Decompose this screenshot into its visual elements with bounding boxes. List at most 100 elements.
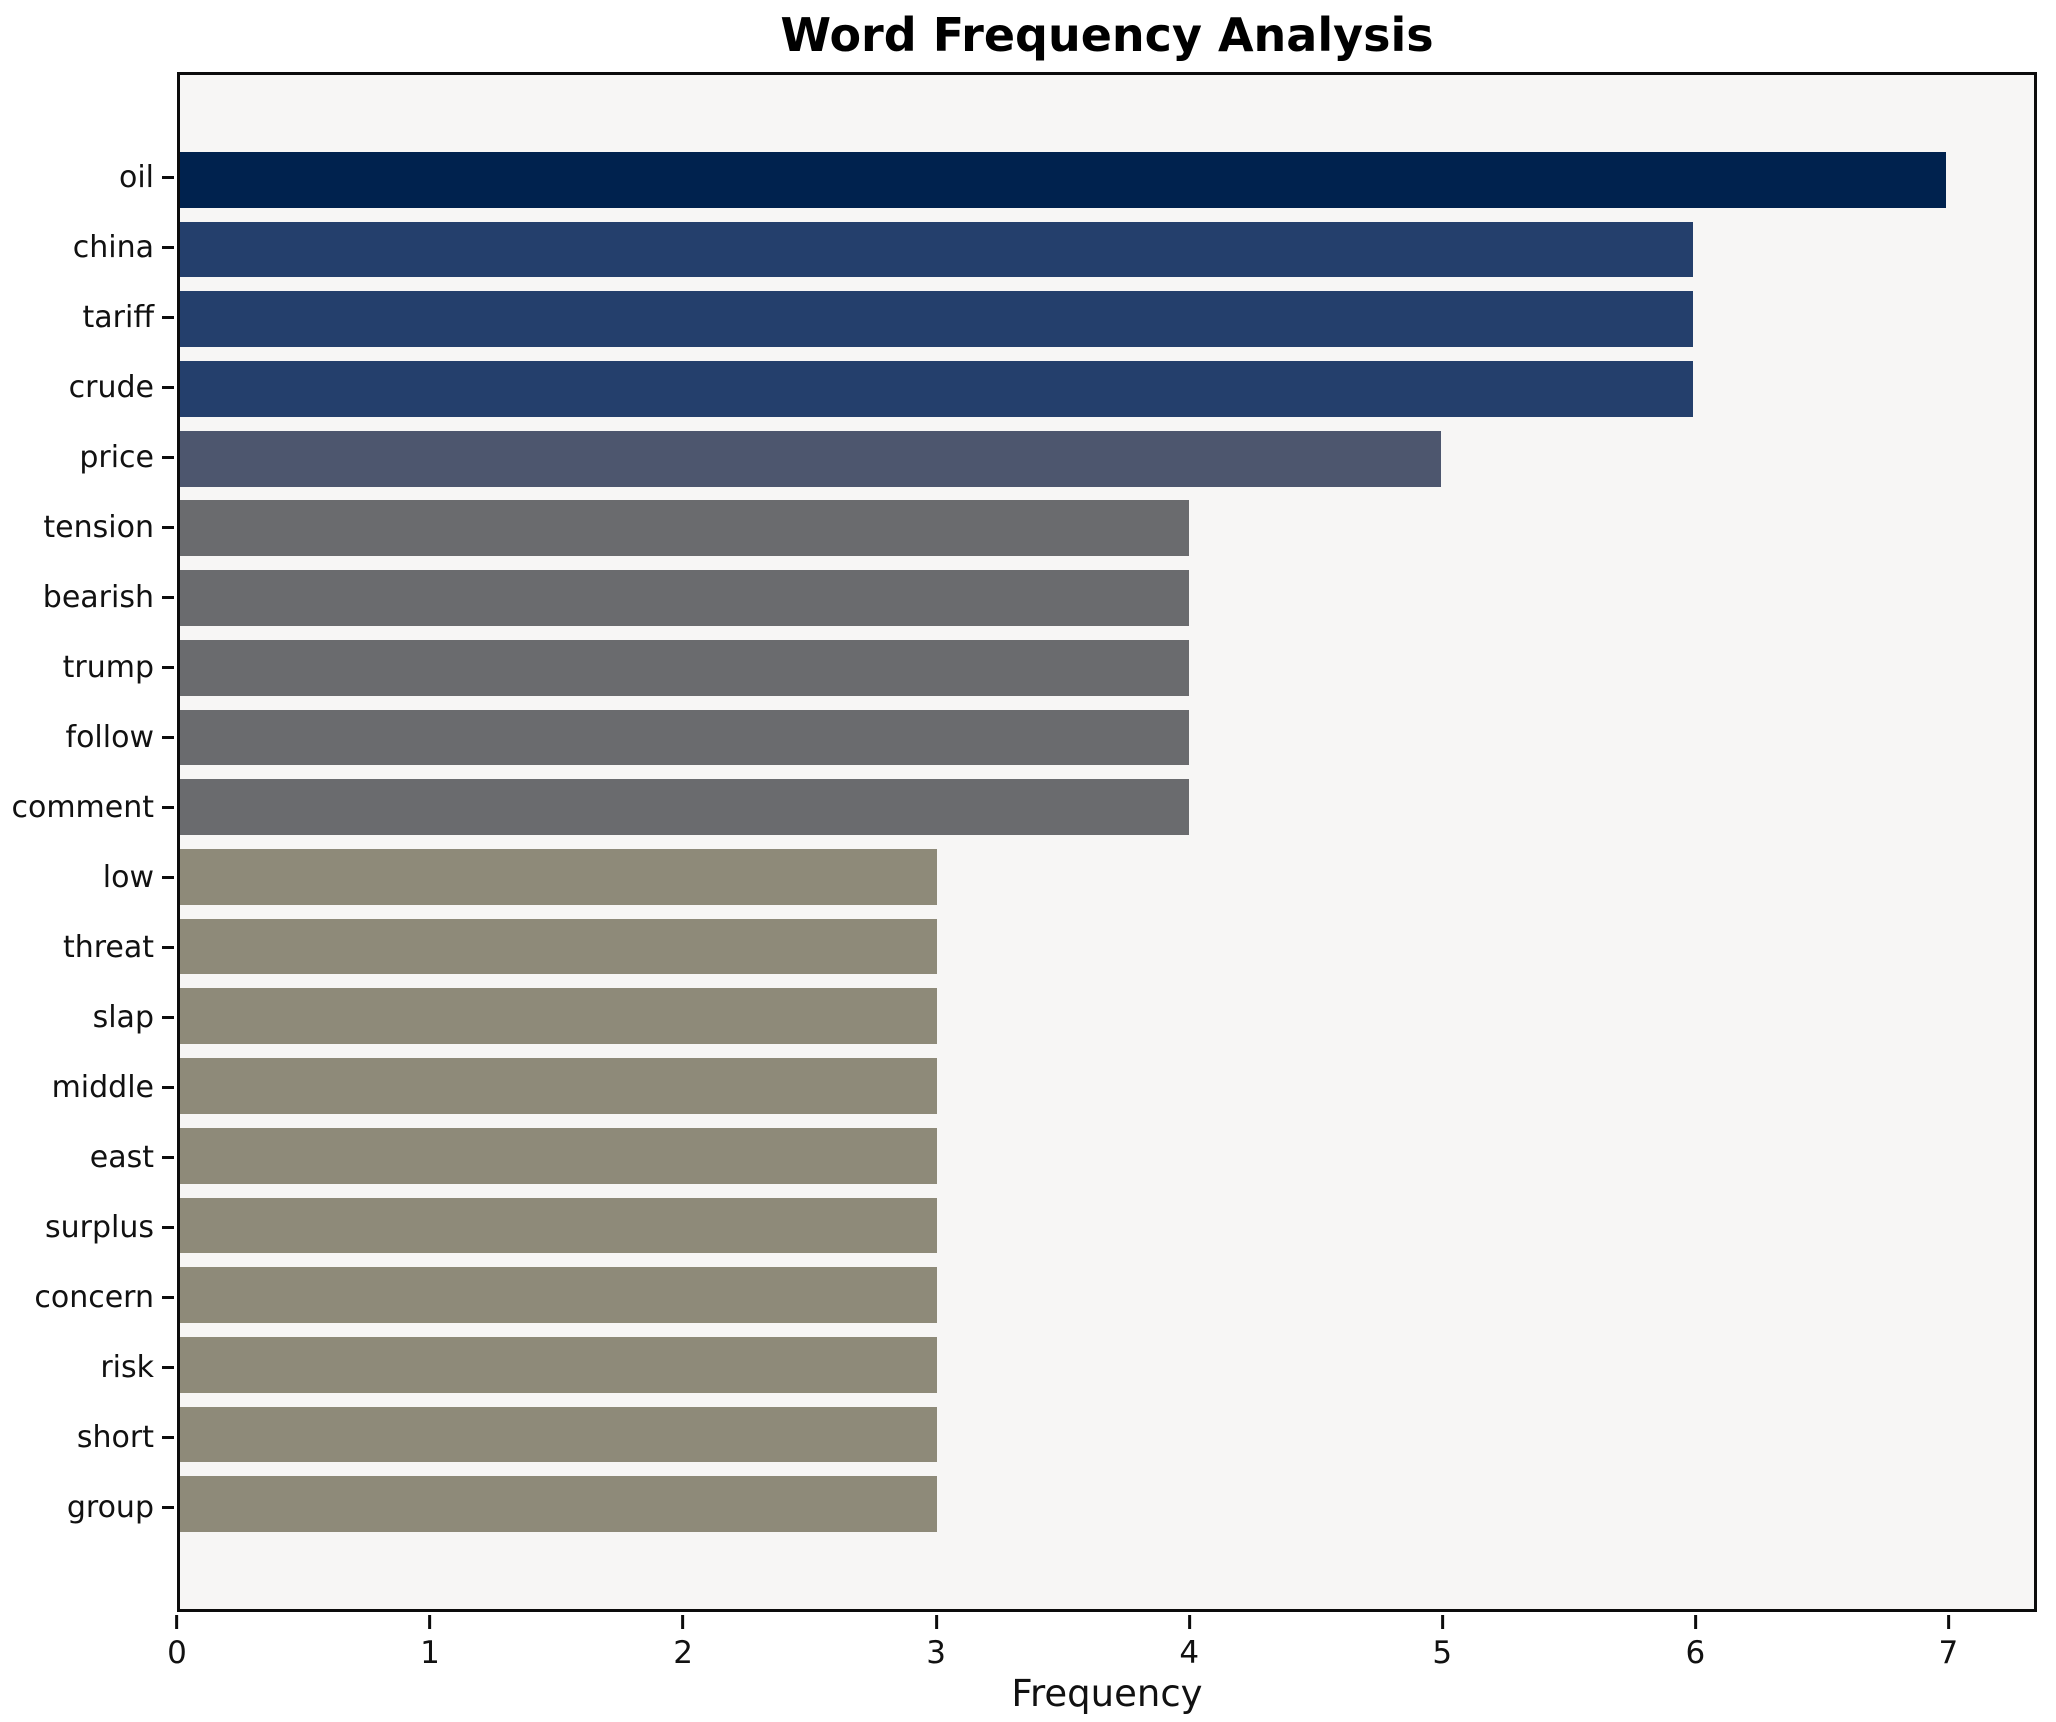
bar-row-east: [180, 1121, 2034, 1191]
x-tick-4: 4: [1179, 1615, 1199, 1671]
y-item-threat: threat: [0, 912, 174, 982]
plot-area: [177, 72, 2037, 1612]
bar-row-slap: [180, 981, 2034, 1051]
bar-row-threat: [180, 912, 2034, 982]
bar-tension: [180, 500, 1189, 557]
x-tick-5: 5: [1432, 1615, 1452, 1671]
y-tick-label: middle: [51, 1069, 154, 1105]
y-tick-label: crude: [68, 369, 154, 405]
bar-group: [180, 1476, 937, 1533]
chart-title: Word Frequency Analysis: [780, 8, 1434, 62]
x-tick-label: 5: [1432, 1635, 1453, 1671]
y-tick-label: oil: [118, 159, 154, 195]
y-item-trump: trump: [0, 632, 174, 702]
bar-row-group: [180, 1469, 2034, 1539]
x-tick-7: 7: [1938, 1615, 1959, 1671]
bar-bearish: [180, 570, 1189, 626]
bar-row-crude: [180, 354, 2034, 424]
y-item-middle: middle: [0, 1052, 174, 1122]
x-tick-mark: [1693, 1615, 1697, 1629]
y-item-oil: oil: [0, 142, 174, 212]
bar-row-low: [180, 842, 2034, 912]
x-tick-mark: [428, 1615, 432, 1629]
x-axis: 0 1 2 3 4 5 6 7: [167, 1615, 2037, 1685]
bar-price: [180, 430, 1442, 487]
y-item-china: china: [0, 212, 174, 282]
bar-row-bearish: [180, 563, 2034, 633]
y-item-tariff: tariff: [0, 282, 174, 352]
y-tick-label: short: [76, 1419, 154, 1455]
bar-row-follow: [180, 703, 2034, 773]
y-tick-mark: [162, 1155, 174, 1159]
x-tick-2: 2: [673, 1615, 693, 1671]
y-tick-mark: [162, 945, 174, 949]
y-tick-mark: [162, 595, 174, 599]
x-tick-mark: [1187, 1615, 1191, 1629]
x-tick-mark: [175, 1615, 179, 1629]
y-tick-mark: [162, 455, 174, 459]
y-item-low: low: [0, 842, 174, 912]
y-item-bearish: bearish: [0, 562, 174, 632]
y-tick-mark: [162, 805, 174, 809]
y-tick-label: threat: [62, 929, 154, 965]
y-tick-mark: [162, 875, 174, 879]
bars-area: [180, 145, 2034, 1539]
bar-low: [180, 849, 937, 905]
y-tick-mark: [162, 385, 174, 389]
bar-middle: [180, 1058, 937, 1114]
y-tick-mark: [162, 1015, 174, 1019]
y-tick-mark: [162, 1435, 174, 1439]
y-item-short: short: [0, 1402, 174, 1472]
y-tick-mark: [162, 315, 174, 319]
y-tick-label: china: [72, 229, 154, 265]
x-tick-label: 4: [1179, 1635, 1200, 1671]
y-item-crude: crude: [0, 352, 174, 422]
y-tick-mark: [162, 175, 174, 179]
bar-row-trump: [180, 633, 2034, 703]
y-tick-mark: [162, 665, 174, 669]
y-tick-mark: [162, 1295, 174, 1299]
y-tick-label: low: [102, 859, 154, 895]
bar-follow: [180, 709, 1189, 766]
y-tick-label: group: [66, 1489, 154, 1525]
x-tick-mark: [1946, 1615, 1950, 1629]
y-item-follow: follow: [0, 702, 174, 772]
bar-row-middle: [180, 1051, 2034, 1121]
y-tick-label: tariff: [82, 299, 154, 335]
y-tick-label: follow: [65, 719, 154, 755]
bar-row-oil: [180, 145, 2034, 215]
y-item-risk: risk: [0, 1332, 174, 1402]
y-tick-label: tension: [43, 509, 154, 545]
bar-row-short: [180, 1400, 2034, 1470]
bar-trump: [180, 639, 1189, 696]
y-tick-mark: [162, 735, 174, 739]
bar-row-tension: [180, 494, 2034, 564]
y-item-concern: concern: [0, 1262, 174, 1332]
y-tick-label: surplus: [45, 1209, 154, 1245]
y-tick-mark: [162, 1225, 174, 1229]
bar-east: [180, 1127, 937, 1184]
bar-crude: [180, 361, 1694, 417]
x-tick-label: 7: [1938, 1635, 1959, 1671]
x-tick-label: 3: [926, 1635, 947, 1671]
y-tick-label: bearish: [42, 579, 154, 615]
bar-surplus: [180, 1197, 937, 1254]
bar-oil: [180, 151, 1946, 208]
y-tick-mark: [162, 525, 174, 529]
bar-china: [180, 221, 1694, 278]
bar-row-comment: [180, 772, 2034, 842]
y-tick-label: concern: [34, 1279, 154, 1315]
y-item-comment: comment: [0, 772, 174, 842]
x-tick-1: 1: [420, 1615, 440, 1671]
y-tick-mark: [162, 1085, 174, 1089]
x-axis-title: Frequency: [1011, 1672, 1203, 1715]
y-tick-label: east: [89, 1139, 154, 1175]
y-axis: oil china tariff crude price tension bearish tr…: [0, 142, 174, 1542]
bar-row-price: [180, 424, 2034, 494]
y-tick-label: risk: [100, 1349, 154, 1385]
y-item-surplus: surplus: [0, 1192, 174, 1262]
y-tick-label: price: [79, 439, 154, 475]
y-tick-label: trump: [62, 649, 154, 685]
bar-concern: [180, 1267, 937, 1323]
